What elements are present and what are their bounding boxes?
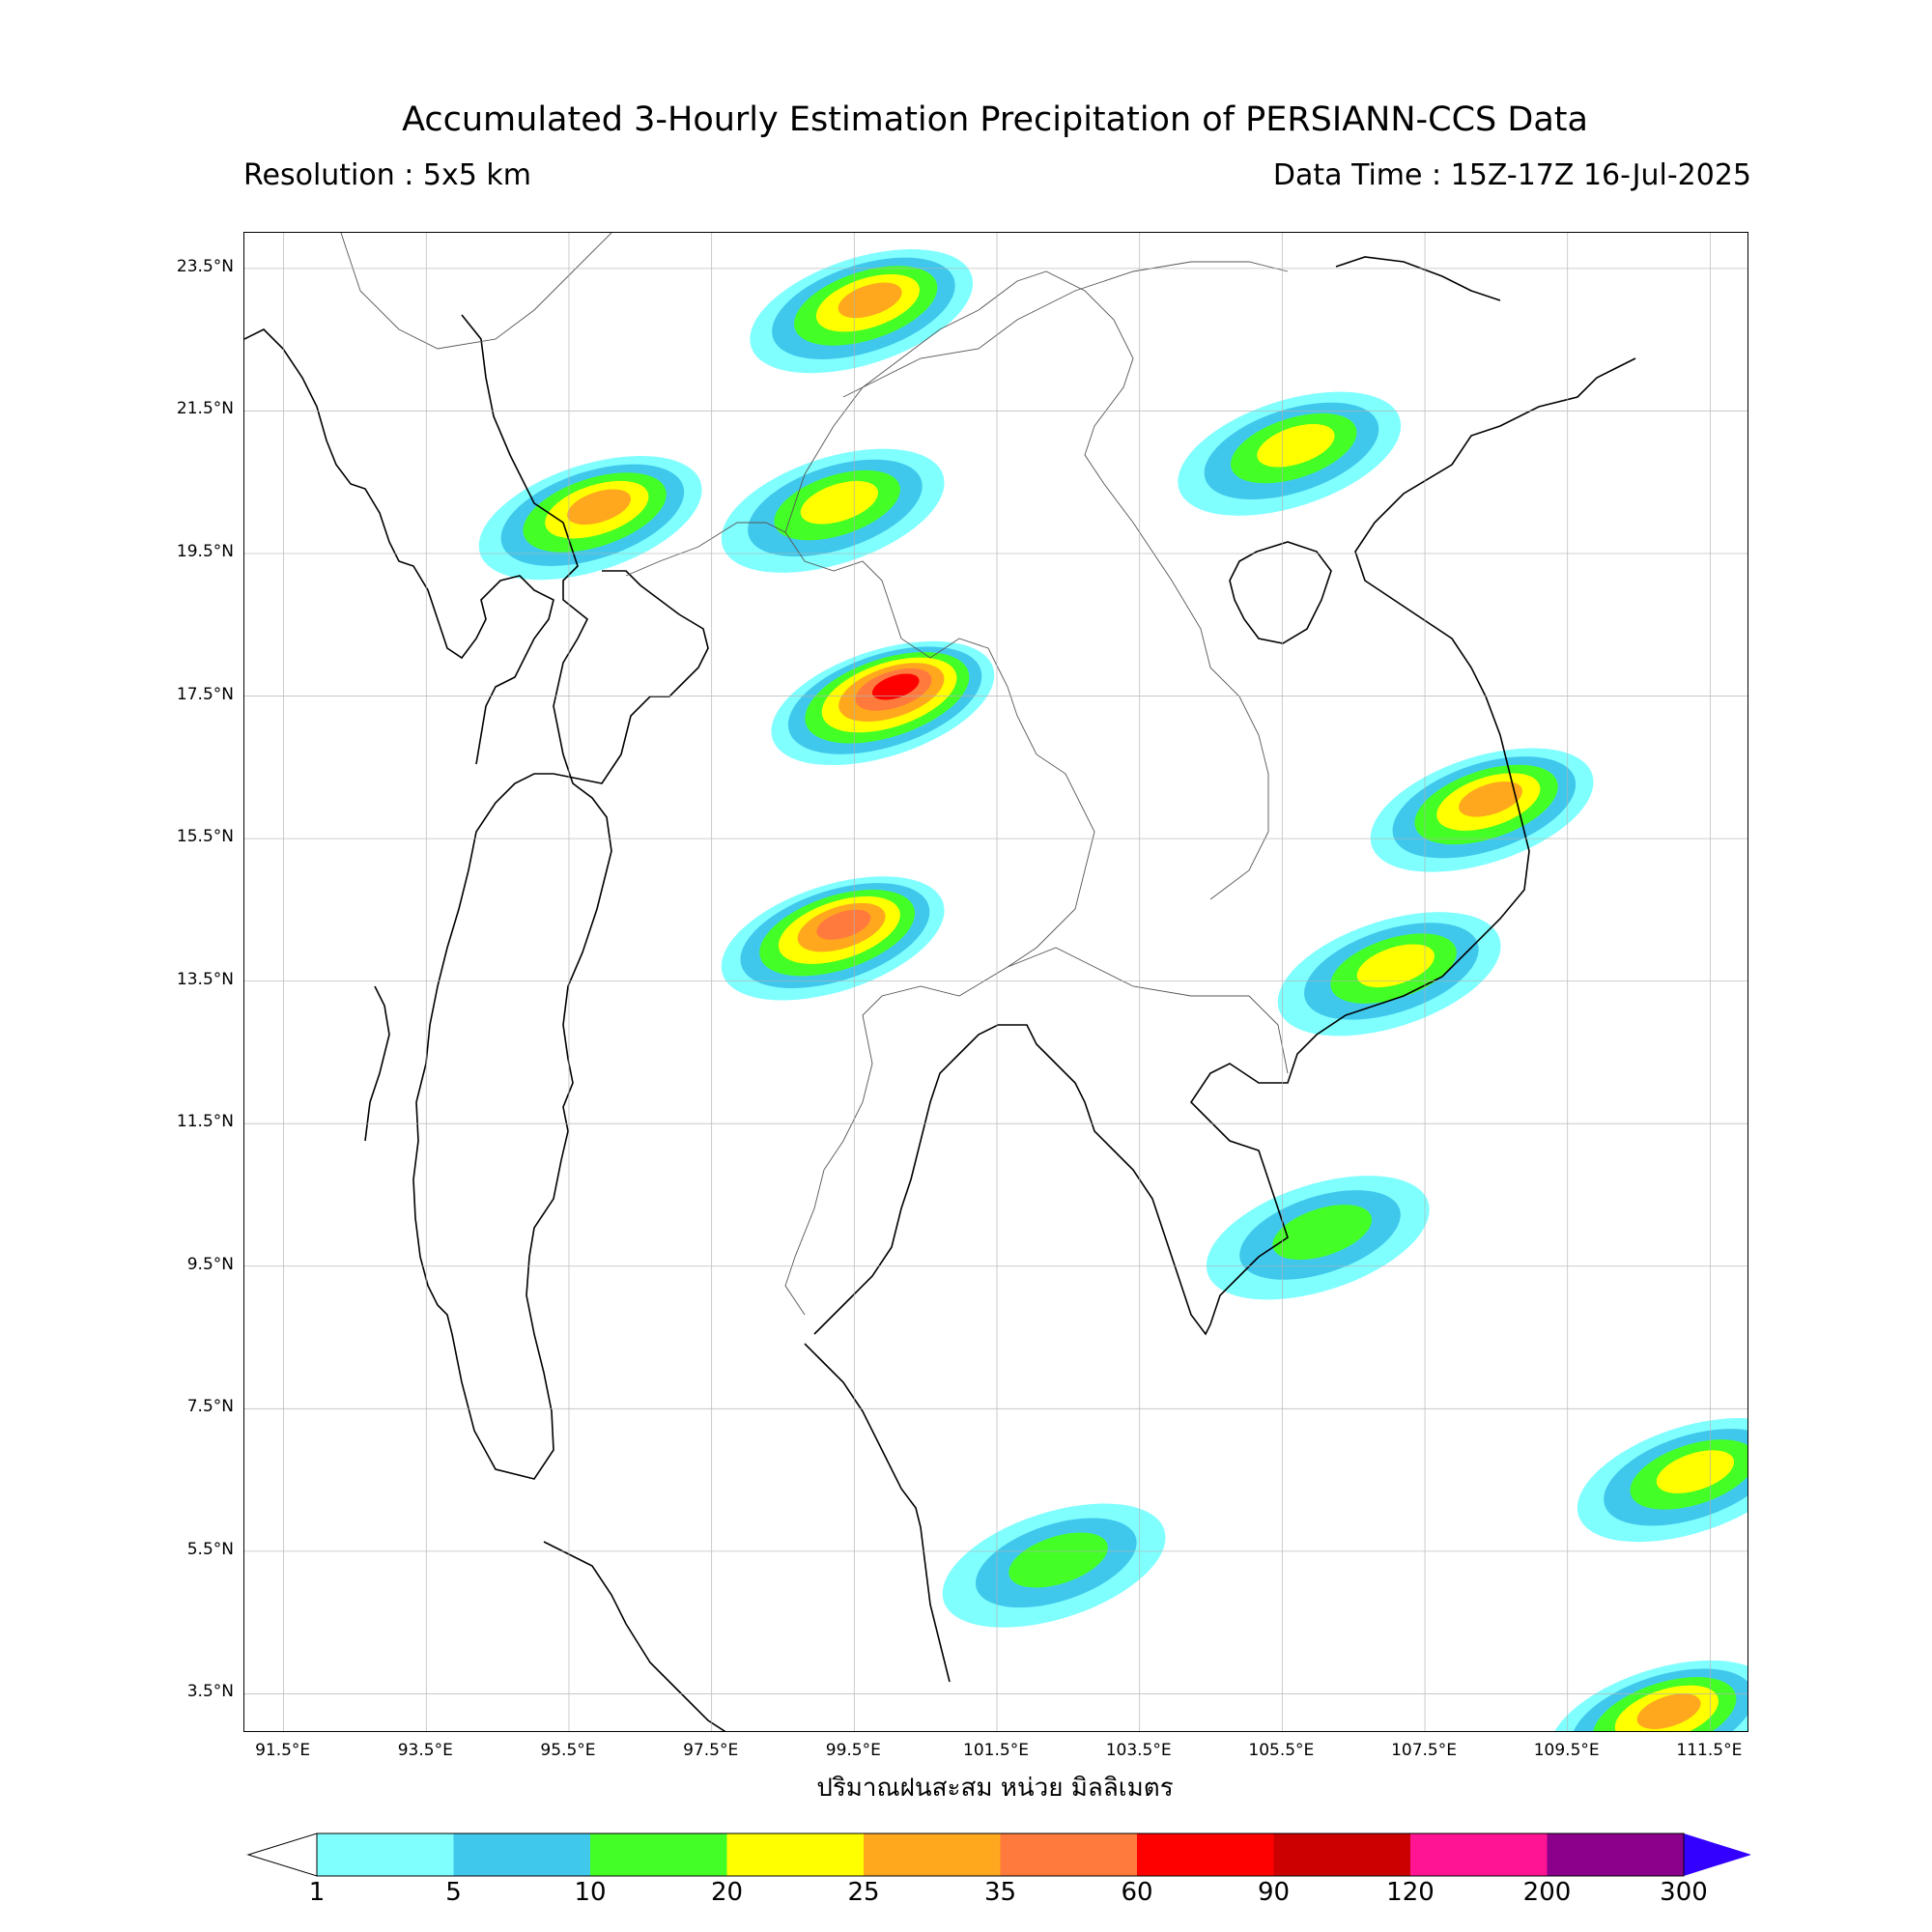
colorbar-tick-label: 200	[1522, 1878, 1572, 1907]
lon-tick-label: 101.5°E	[963, 1741, 1029, 1760]
colorbar-tick-label: 35	[983, 1878, 1017, 1907]
rain-cell	[1277, 912, 1501, 1037]
rain-cell	[750, 249, 974, 374]
colorbar-segment	[726, 1833, 864, 1876]
colorbar-tick-label: 5	[445, 1878, 462, 1907]
colorbar-tick-label: 1	[308, 1878, 326, 1907]
vietnam-coastline	[813, 357, 1636, 1336]
andaman-islands	[364, 985, 390, 1142]
precipitation-map[interactable]	[243, 232, 1748, 1732]
malay-coastline	[804, 1343, 951, 1683]
lat-tick-label: 3.5°N	[186, 1682, 234, 1702]
rain-cell	[771, 640, 995, 766]
graticule	[244, 233, 1747, 1731]
rain-layer	[478, 249, 1747, 1731]
rain-contour	[567, 489, 632, 526]
colorbar-over-arrow	[1684, 1833, 1750, 1876]
colorbar-tick-label: 90	[1257, 1878, 1291, 1907]
lat-tick-label: 5.5°N	[186, 1539, 234, 1559]
rain-contour	[1257, 423, 1335, 468]
colorbar	[246, 1833, 1750, 1877]
lat-tick-label: 11.5°N	[176, 1112, 234, 1132]
thailand-border	[625, 522, 1095, 1316]
colorbar-segment	[1547, 1833, 1684, 1876]
rain-contour	[1636, 1693, 1701, 1729]
lon-tick-label: 107.5°E	[1391, 1741, 1457, 1760]
rain-contour	[800, 480, 879, 525]
lat-tick-label: 9.5°N	[186, 1254, 234, 1274]
lat-tick-label: 21.5°N	[176, 399, 234, 419]
rain-cell	[721, 448, 945, 573]
lon-tick-label: 99.5°E	[825, 1741, 881, 1760]
colorbar-segment	[1137, 1833, 1274, 1876]
colorbar-segment	[864, 1833, 1001, 1876]
lon-tick-label: 103.5°E	[1105, 1741, 1172, 1760]
colorbar-segment	[453, 1833, 590, 1876]
laos-border	[784, 270, 1269, 900]
chart-title: Accumulated 3-Hourly Estimation Precipit…	[402, 100, 1588, 139]
rain-cell	[1178, 391, 1402, 516]
rain-contour	[871, 673, 920, 700]
rain-cell	[942, 1503, 1166, 1628]
colorbar-tick-label: 300	[1660, 1878, 1708, 1907]
myanmar-china-border	[340, 233, 612, 350]
rain-contour	[1009, 1532, 1108, 1588]
lon-tick-label: 111.5°E	[1676, 1741, 1743, 1760]
colorbar-tick-label: 10	[574, 1878, 607, 1907]
colorbar-segment	[590, 1833, 727, 1876]
sumatra-coastline	[543, 1541, 726, 1731]
colorbar-segment	[1000, 1833, 1137, 1876]
lon-tick-label: 105.5°E	[1248, 1741, 1315, 1760]
unit-label: ปริมาณฝนสะสม หน่วย มิลลิเมตร	[816, 1774, 1174, 1803]
colorbar-segment	[1273, 1833, 1410, 1876]
rain-contour	[1272, 1205, 1373, 1261]
lat-tick-label: 13.5°N	[176, 969, 234, 989]
border-layer	[340, 233, 1289, 1316]
rain-contour	[1656, 1450, 1735, 1493]
rain-cell	[1548, 1660, 1747, 1731]
colorbar-tick-label: 25	[847, 1878, 880, 1907]
lon-tick-label: 97.5°E	[683, 1741, 739, 1760]
colorbar-tick-label: 120	[1386, 1878, 1435, 1907]
cambodia-border	[1007, 947, 1289, 1074]
rain-cell	[1370, 748, 1594, 872]
data-time-label: Data Time : 15Z-17Z 16-Jul-2025	[1272, 158, 1751, 192]
rain-cell	[478, 455, 702, 581]
colorbar-outline	[316, 1833, 1685, 1877]
lat-tick-label: 19.5°N	[176, 541, 234, 561]
indochina-coastline	[412, 314, 709, 1480]
rain-contour	[1356, 944, 1435, 988]
lat-tick-label: 15.5°N	[176, 827, 234, 847]
lon-tick-label: 109.5°E	[1533, 1741, 1600, 1760]
colorbar-tick-label: 60	[1121, 1878, 1153, 1907]
lon-tick-label: 93.5°E	[397, 1741, 453, 1760]
coastline-layer	[244, 256, 1636, 1731]
rain-cell	[1577, 1417, 1747, 1543]
rain-contour	[1459, 781, 1523, 817]
rain-contour	[816, 909, 871, 940]
myanmar-coastline	[244, 328, 554, 765]
colorbar-segment	[317, 1833, 454, 1876]
lat-tick-label: 23.5°N	[176, 256, 234, 276]
lat-tick-label: 7.5°N	[186, 1397, 234, 1417]
lon-tick-label: 91.5°E	[255, 1741, 311, 1760]
resolution-label: Resolution : 5x5 km	[243, 158, 531, 192]
rain-cell	[721, 876, 945, 1001]
colorbar-under-arrow	[246, 1833, 318, 1877]
map-canvas	[244, 233, 1747, 1731]
rain-cell	[1206, 1176, 1430, 1300]
colorbar-segment	[1410, 1833, 1548, 1876]
south-china-coast	[1335, 256, 1501, 301]
colorbar-tick-label: 20	[710, 1878, 744, 1907]
lon-tick-label: 95.5°E	[540, 1741, 596, 1760]
china-laos-border	[842, 261, 1289, 398]
lat-tick-label: 17.5°N	[176, 684, 234, 704]
hainan-coastline	[1229, 541, 1332, 644]
